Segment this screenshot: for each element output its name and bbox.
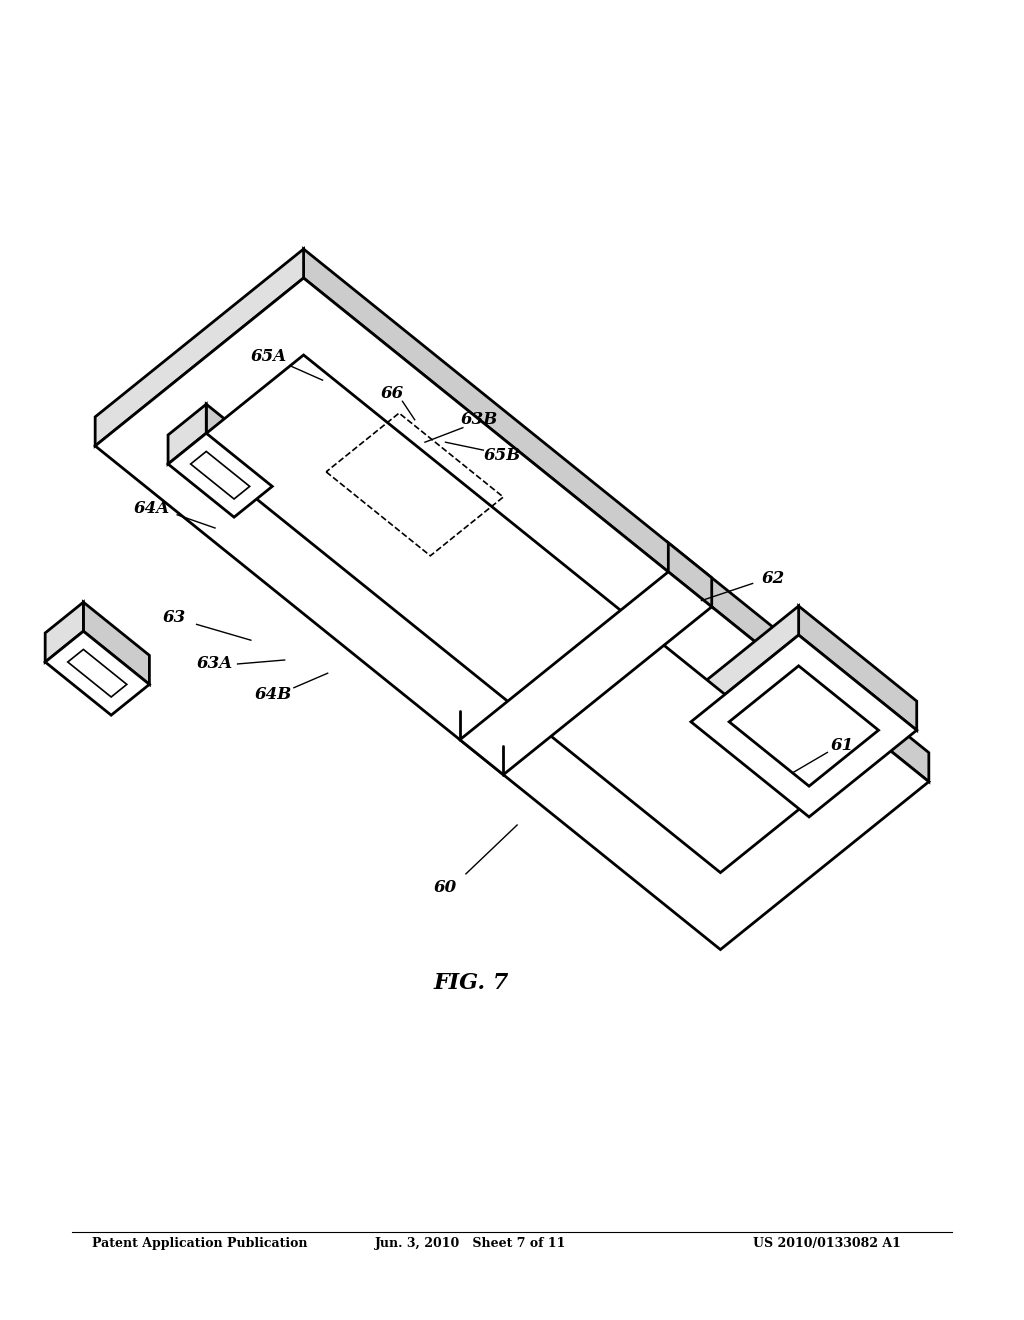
Polygon shape: [190, 451, 250, 499]
Text: 64B: 64B: [255, 686, 292, 702]
Polygon shape: [303, 326, 834, 781]
Text: 66: 66: [381, 385, 403, 401]
Text: 63: 63: [163, 610, 185, 626]
Text: Patent Application Publication: Patent Application Publication: [92, 1237, 307, 1250]
Text: 62: 62: [762, 570, 784, 586]
Polygon shape: [95, 279, 929, 949]
Polygon shape: [206, 404, 272, 486]
Polygon shape: [691, 606, 799, 722]
Text: 63B: 63B: [461, 412, 498, 428]
Polygon shape: [83, 602, 150, 684]
Text: 60: 60: [434, 879, 457, 895]
Polygon shape: [168, 433, 272, 517]
Polygon shape: [190, 355, 834, 873]
Polygon shape: [45, 631, 150, 715]
Text: 65B: 65B: [483, 447, 520, 463]
Text: Jun. 3, 2010   Sheet 7 of 11: Jun. 3, 2010 Sheet 7 of 11: [376, 1237, 566, 1250]
Text: 64A: 64A: [133, 500, 170, 516]
Text: FIG. 7: FIG. 7: [433, 973, 509, 994]
Text: 65A: 65A: [250, 348, 287, 364]
Polygon shape: [45, 602, 83, 663]
Polygon shape: [303, 249, 929, 781]
Polygon shape: [460, 572, 712, 775]
Polygon shape: [168, 404, 206, 465]
Text: US 2010/0133082 A1: US 2010/0133082 A1: [754, 1237, 901, 1250]
Polygon shape: [68, 649, 127, 697]
Polygon shape: [691, 635, 916, 817]
Polygon shape: [729, 665, 879, 787]
Text: 61: 61: [830, 738, 853, 754]
Text: 63A: 63A: [197, 656, 233, 672]
Polygon shape: [190, 326, 303, 446]
Polygon shape: [799, 606, 916, 730]
Polygon shape: [669, 543, 712, 607]
Polygon shape: [95, 249, 303, 446]
